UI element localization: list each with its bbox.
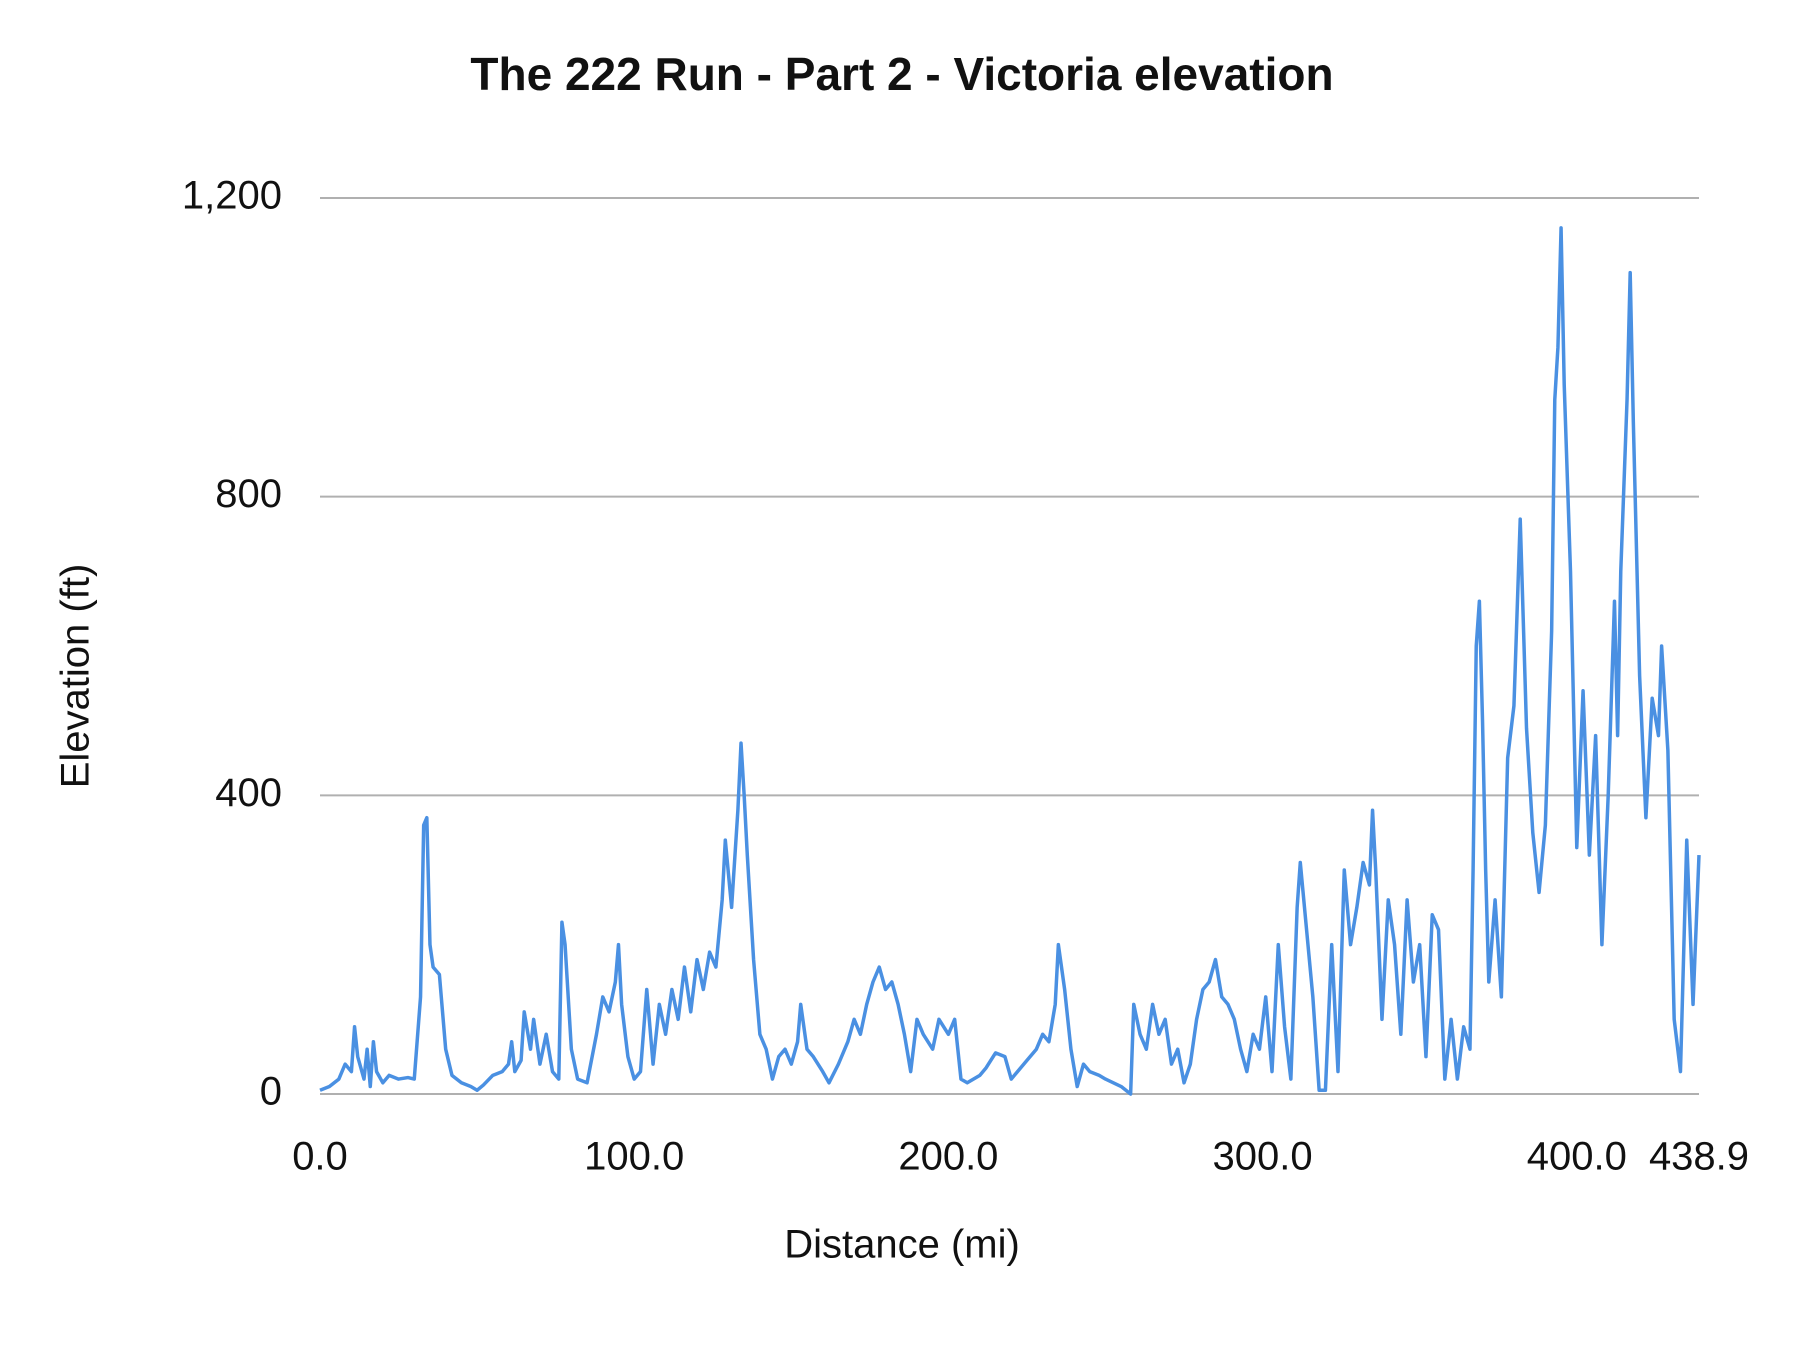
x-tick-label: 200.0 — [898, 1135, 998, 1179]
x-tick-label: 0.0 — [292, 1135, 348, 1179]
data-line — [319, 226, 1701, 1096]
x-tick-label: 438.9 — [1649, 1135, 1749, 1179]
chart-title: The 222 Run - Part 2 - Victoria elevatio… — [470, 48, 1333, 100]
x-tick-label: 400.0 — [1527, 1135, 1627, 1179]
y-tick-label: 0 — [260, 1070, 282, 1114]
y-tick-label: 400 — [215, 771, 282, 815]
y-tick-label: 800 — [215, 472, 282, 516]
x-axis-label: Distance (mi) — [784, 1223, 1020, 1267]
x-tick-label: 100.0 — [584, 1135, 684, 1179]
y-tick-label: 1,200 — [182, 174, 282, 218]
x-tick-label: 300.0 — [1213, 1135, 1313, 1179]
y-axis-label: Elevation (ft) — [54, 564, 98, 789]
